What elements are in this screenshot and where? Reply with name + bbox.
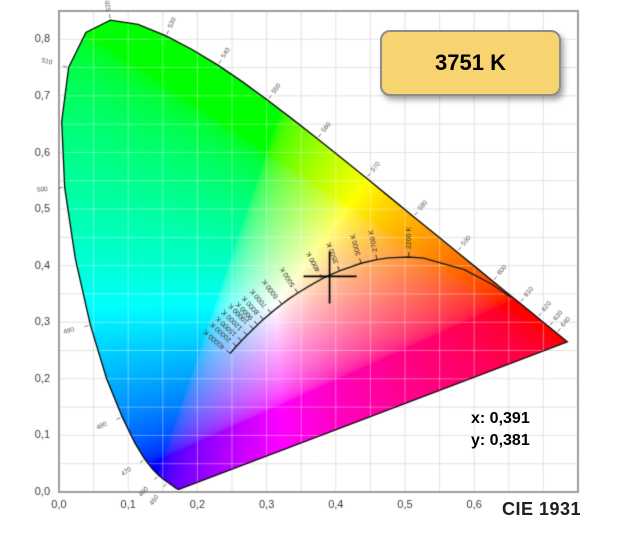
xy-readout: x: 0,391 y: 0,381 [471,408,530,452]
readout-y-value: y: 0,381 [471,432,530,449]
diagram-title: CIE 1931 [502,499,582,519]
readout-x-value: x: 0,391 [471,410,530,427]
cct-badge: 3751 K [380,30,561,96]
cct-badge-label: 3751 K [435,50,506,75]
